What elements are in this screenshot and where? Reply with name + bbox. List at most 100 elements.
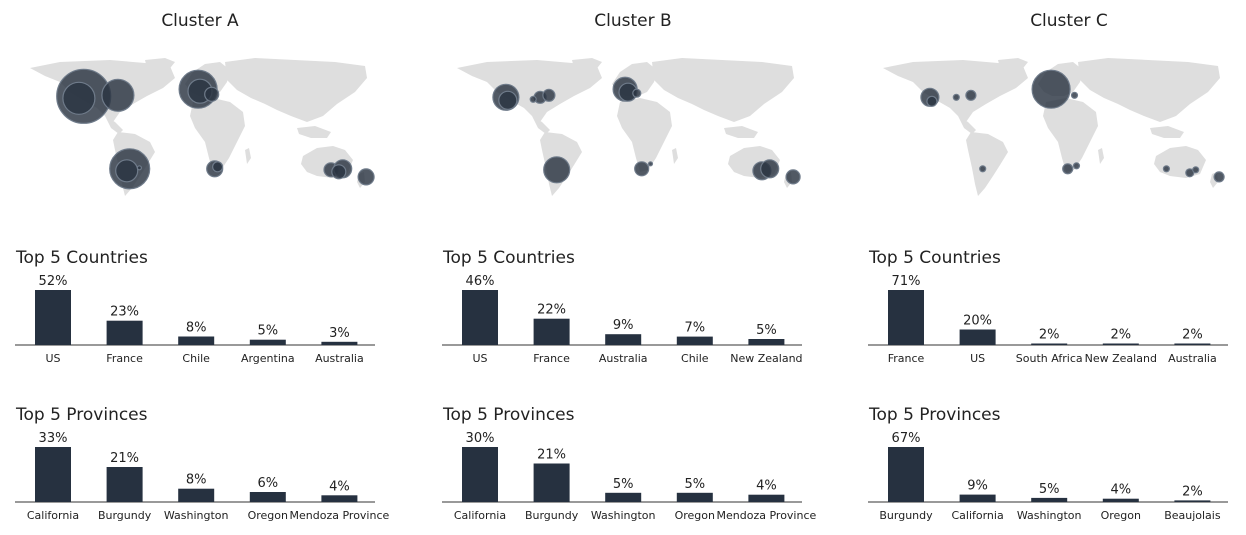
bar — [888, 447, 924, 502]
tick-label: Oregon — [675, 509, 715, 522]
map-bubble — [1062, 163, 1074, 175]
bar — [35, 290, 71, 345]
bar — [748, 494, 785, 502]
data-label: 67% — [892, 431, 921, 446]
map-bubble — [357, 168, 375, 186]
cluster-0: Cluster A Top 5 Countries 52% US 23% France 8%… — [15, 11, 390, 522]
cluster-title: Cluster A — [161, 11, 239, 31]
bar — [1174, 343, 1211, 345]
tick-label: New Zealand — [1085, 352, 1157, 365]
map-bubble — [529, 95, 537, 103]
tick-label: Mendoza Province — [290, 509, 390, 522]
panel-title: Top 5 Provinces — [442, 405, 575, 425]
map-bubble — [543, 156, 571, 184]
panel-title: Top 5 Countries — [15, 248, 148, 268]
data-label: 9% — [613, 318, 634, 333]
map-bubble — [952, 93, 960, 101]
tick-label: Australia — [599, 352, 648, 365]
bar — [1031, 497, 1068, 502]
map-bubble — [1213, 171, 1225, 183]
cluster-2: Cluster C Top 5 Countries 71% France 20% US 2%… — [868, 11, 1228, 522]
world-map — [883, 58, 1225, 196]
tick-label: Washington — [164, 509, 229, 522]
bar — [178, 336, 215, 345]
tick-label: France — [106, 352, 143, 365]
data-label: 5% — [684, 477, 705, 492]
bar — [106, 467, 143, 502]
data-label: 4% — [1110, 483, 1131, 498]
tick-label: US — [970, 352, 985, 365]
bar — [321, 341, 358, 345]
bar — [959, 329, 996, 345]
tick-label: Australia — [315, 352, 364, 365]
data-label: 9% — [967, 479, 988, 494]
map-bubble — [136, 165, 143, 171]
data-label: 22% — [537, 303, 566, 318]
tick-label: Argentina — [241, 352, 295, 365]
data-label: 23% — [110, 305, 139, 320]
map-bubble — [1192, 166, 1200, 174]
tick-label: Chile — [182, 352, 210, 365]
bar-panel-0: Top 5 Countries 71% France 20% US 2% South Afr… — [868, 248, 1228, 365]
tick-label: California — [454, 509, 506, 522]
data-label: 7% — [684, 321, 705, 336]
map-bubble — [926, 95, 938, 107]
data-label: 5% — [257, 324, 278, 339]
tick-label: Mendoza Province — [717, 509, 817, 522]
map-bubble — [1072, 162, 1081, 170]
tick-label: Beaujolais — [1164, 509, 1221, 522]
data-label: 3% — [329, 326, 350, 341]
data-label: 6% — [257, 476, 278, 491]
bar-panel-0: Top 5 Countries 52% US 23% France 8% Chile 5% Ar… — [15, 248, 375, 365]
data-label: 5% — [1039, 482, 1060, 497]
tick-label: Oregon — [1101, 509, 1141, 522]
tick-label: New Zealand — [730, 352, 802, 365]
map-bubble — [1070, 91, 1079, 99]
data-label: 4% — [329, 479, 350, 494]
data-label: 46% — [466, 274, 495, 289]
data-label: 30% — [466, 431, 495, 446]
bar — [1174, 500, 1211, 502]
panel-title: Top 5 Provinces — [15, 405, 148, 425]
map-bubble — [331, 164, 347, 180]
map-bubble — [498, 90, 518, 110]
bar — [249, 339, 286, 345]
map-bubble — [212, 161, 224, 173]
tick-label: Burgundy — [98, 509, 152, 522]
bar — [35, 447, 71, 502]
bar — [533, 318, 570, 345]
bar — [462, 290, 498, 345]
tick-label: Australia — [1168, 352, 1217, 365]
tick-label: US — [45, 352, 60, 365]
data-label: 20% — [963, 314, 992, 329]
tick-label: California — [27, 509, 79, 522]
map-bubble — [785, 169, 801, 185]
data-label: 52% — [39, 274, 68, 289]
bar — [249, 492, 286, 502]
bar-panel-1: Top 5 Provinces 33% California 21% Burgundy 8… — [15, 405, 390, 522]
panel-title: Top 5 Countries — [868, 248, 1001, 268]
tick-label: Washington — [591, 509, 656, 522]
data-label: 5% — [613, 477, 634, 492]
data-label: 8% — [186, 321, 207, 336]
data-label: 2% — [1182, 328, 1203, 343]
tick-label: Burgundy — [525, 509, 579, 522]
panel-title: Top 5 Countries — [442, 248, 575, 268]
bar — [533, 463, 570, 502]
data-label: 4% — [756, 479, 777, 494]
bar — [959, 494, 996, 502]
cluster-title: Cluster B — [594, 11, 671, 31]
data-label: 2% — [1110, 328, 1131, 343]
map-bubble — [979, 165, 987, 173]
map-bubble — [632, 88, 642, 98]
tick-label: Chile — [681, 352, 709, 365]
data-label: 71% — [892, 274, 921, 289]
tick-label: Washington — [1017, 509, 1082, 522]
data-label: 2% — [1039, 328, 1060, 343]
bar — [321, 495, 358, 502]
bar — [106, 320, 143, 345]
data-label: 8% — [186, 473, 207, 488]
bar — [676, 492, 713, 502]
tick-label: Oregon — [248, 509, 288, 522]
tick-label: US — [472, 352, 487, 365]
